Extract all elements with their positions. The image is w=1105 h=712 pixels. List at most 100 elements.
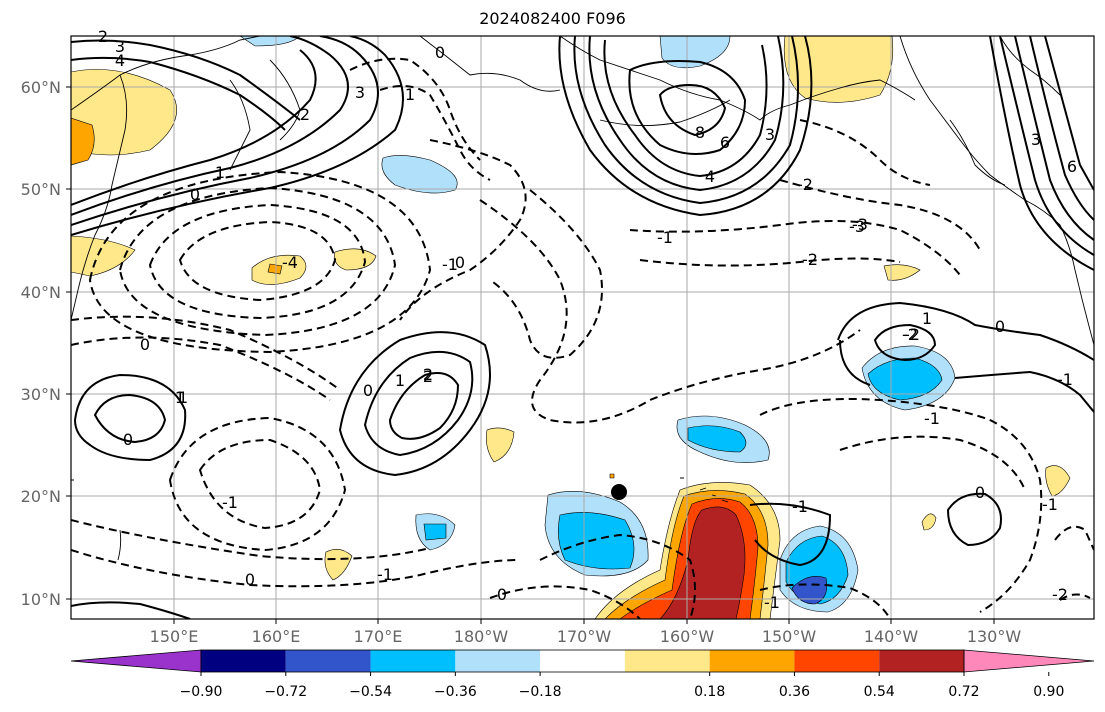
colorbar-tick-label: 0.18	[694, 684, 725, 700]
contour-label: -3	[852, 215, 868, 234]
shade-negative	[687, 425, 747, 453]
contour-label: 3	[1031, 130, 1041, 149]
shade-positive	[1045, 465, 1071, 497]
location-marker	[611, 484, 627, 500]
contour-label: 1	[922, 309, 932, 328]
colorbar-segment	[624, 650, 710, 672]
contour-label: -1	[377, 565, 393, 584]
colorbar-tick-label: 0.90	[1033, 684, 1064, 700]
lon-tick-label: 180°W	[454, 627, 509, 646]
contour-lines-dashed	[71, 57, 1094, 619]
lon-tick-label: 150°E	[150, 627, 199, 646]
map-title: 2024082400 F096	[479, 9, 626, 28]
contour-label: -1	[442, 255, 458, 274]
colorbar-segment	[709, 650, 795, 672]
contour-label: 2	[300, 105, 310, 124]
contour-label: -2	[797, 175, 813, 194]
contour-label: 8	[695, 123, 705, 142]
colorbar-tick-label: −0.36	[434, 684, 477, 700]
contour-label: 6	[720, 133, 730, 152]
contour-label: 1	[395, 371, 405, 390]
shade-positive	[267, 263, 283, 275]
contour-label: 6	[1067, 157, 1077, 176]
lat-tick-label: 30°N	[21, 385, 61, 404]
colorbar-tick-label: −0.54	[349, 684, 392, 700]
contour-label: 0	[455, 253, 465, 272]
contour-label: 3	[765, 125, 775, 144]
lat-tick-label: 20°N	[21, 487, 61, 506]
shade-positive	[334, 248, 377, 271]
contour-label: -2	[802, 250, 818, 269]
contour-label: -4	[282, 253, 298, 272]
shade-positive	[71, 117, 95, 166]
colorbar-tick-label: 0.54	[864, 684, 895, 700]
colorbar-segment	[201, 650, 286, 672]
shade-positive	[921, 513, 937, 531]
lat-axis: 60°N 50°N 40°N 30°N 20°N 10°N	[21, 78, 71, 609]
lon-tick-label: 160°E	[252, 627, 301, 646]
contour-label: 1	[405, 85, 415, 104]
contour-label: 0	[363, 381, 373, 400]
contour-label: 0	[123, 430, 133, 449]
lon-tick-label: 150°W	[762, 627, 817, 646]
contour-label: -2	[904, 325, 920, 344]
shade-negative	[558, 512, 635, 570]
coastlines	[71, 36, 1094, 561]
colorbar-tick-label: −0.18	[519, 684, 562, 700]
lon-axis: 150°E 160°E 170°E 180°W 170°W 160°W 150°W 140°W…	[150, 619, 1021, 646]
colorbar-tick-label: −0.72	[264, 684, 307, 700]
lat-tick-label: 40°N	[21, 283, 61, 302]
shade-positive	[883, 264, 921, 281]
colorbar-tick-label: 0.36	[779, 684, 810, 700]
colorbar-tick-label: 0.72	[948, 684, 979, 700]
contour-label: 3	[355, 83, 365, 102]
colorbar-extend-low	[70, 649, 202, 673]
shade-negative	[423, 523, 447, 541]
lon-tick-label: 160°W	[660, 627, 715, 646]
contour-label: 0	[140, 335, 150, 354]
shade-negative	[791, 576, 828, 605]
shade-positive	[659, 506, 746, 619]
contour-label: 0	[975, 483, 985, 502]
contour-label: -1	[792, 497, 808, 516]
colorbar-segment	[455, 650, 541, 672]
plot-frame	[70, 35, 1095, 620]
contour-label: 1	[215, 163, 225, 182]
contour-label: -3	[849, 217, 865, 236]
lon-tick-label: 170°W	[557, 627, 612, 646]
contour-label: -2	[1052, 585, 1068, 604]
shade-negative	[381, 155, 458, 194]
contour-label: 4	[115, 51, 125, 70]
colorbar-segment	[285, 650, 371, 672]
colorbar-extend-high	[963, 649, 1095, 673]
contour-label: -1	[1057, 370, 1073, 389]
colorbar: −0.90 −0.72 −0.54 −0.36 −0.18 0.18 0.36 0.54 0.7…	[70, 649, 1095, 700]
contour-label: -1	[1042, 495, 1058, 514]
lon-tick-label: 170°E	[354, 627, 403, 646]
contour-label: 4	[705, 167, 715, 186]
shade-positive	[609, 473, 615, 479]
colorbar-frame	[200, 649, 965, 673]
shade-negative	[239, 36, 301, 47]
colorbar-segment	[370, 650, 456, 672]
contour-label: -1	[924, 409, 940, 428]
contour-label: 0	[190, 185, 200, 204]
colorbar-segment	[540, 650, 625, 672]
contour-label: -1	[657, 228, 673, 247]
colorbar-segment	[794, 650, 880, 672]
shade-positive	[486, 427, 515, 463]
lat-tick-label: 60°N	[21, 78, 61, 97]
contour-label: -1	[764, 593, 780, 612]
lon-tick-label: 140°W	[864, 627, 919, 646]
colorbar-segment	[879, 650, 964, 672]
contour-label: 2	[423, 367, 433, 386]
contour-label: -2	[902, 325, 918, 344]
contour-label: 0	[435, 43, 445, 62]
lat-tick-label: 50°N	[21, 180, 61, 199]
contour-label: -1	[222, 493, 238, 512]
shade-positive	[71, 69, 177, 156]
contour-lines	[71, 36, 1094, 619]
lat-tick-label: 10°N	[21, 590, 61, 609]
